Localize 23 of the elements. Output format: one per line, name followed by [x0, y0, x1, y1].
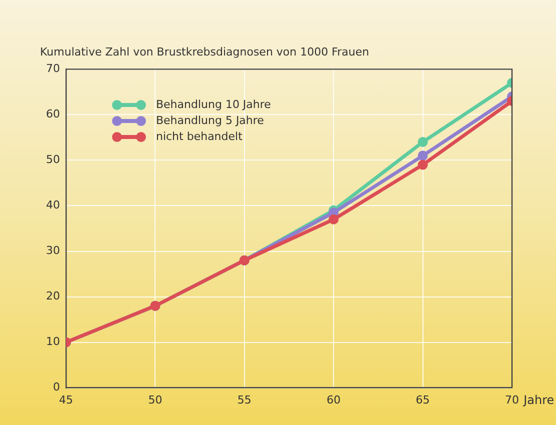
y-tick-label: 40	[46, 198, 60, 212]
point	[418, 150, 428, 161]
chart-title: Kumulative Zahl von Brustkrebsdiagnosen von 1000 Frauen	[40, 45, 370, 58]
point	[418, 160, 428, 170]
x-tick-label: 55	[237, 393, 252, 406]
y-tick-label: 60	[46, 108, 60, 121]
y-tick-label: 70	[46, 62, 60, 76]
x-tick-label: 60	[326, 393, 341, 406]
y-tick-label: 50	[46, 153, 60, 166]
x-tick-label: 45	[58, 393, 73, 406]
x-tick-label: 70	[505, 393, 519, 406]
x-tick-label: 50	[148, 393, 162, 406]
y-tick-label: 10	[46, 335, 60, 348]
point	[328, 214, 339, 224]
legend-label: nicht behandelt	[156, 129, 242, 146]
x-axis-title: Jahre	[522, 392, 554, 407]
point	[418, 137, 428, 148]
y-tick-label: 30	[46, 244, 60, 258]
y-tick-label: 0	[52, 380, 60, 394]
x-tick-label: 65	[416, 393, 430, 406]
legend-label: Behandlung 10 Jahre	[156, 97, 271, 114]
legend-label: Behandlung 5 Jahre	[156, 113, 264, 130]
y-tick-label: 20	[46, 290, 60, 303]
